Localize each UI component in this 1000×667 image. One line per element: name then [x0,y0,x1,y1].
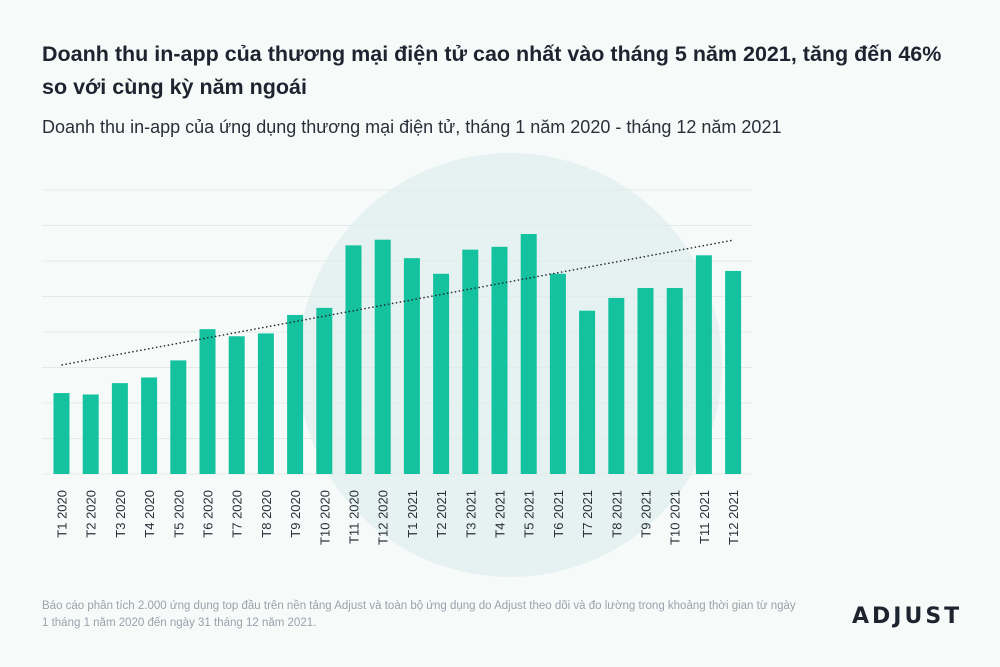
bar [579,310,596,474]
x-tick-label: T6 2020 [201,490,216,538]
bar [287,314,304,474]
x-tick-label: T2 2021 [434,490,449,538]
bar [637,287,654,474]
x-tick-label: T8 2020 [259,490,274,538]
bar [608,297,625,474]
bar [111,383,128,474]
bar [316,307,333,474]
x-tick-label: T10 2020 [317,490,332,545]
bar [345,245,362,474]
x-tick-label: T10 2021 [668,490,683,545]
trendline [61,239,734,366]
x-tick-label: T3 2020 [113,490,128,538]
x-tick-label: T2 2020 [84,490,99,538]
bar [666,287,683,474]
x-tick-label: T6 2021 [551,490,566,538]
chart-title: Doanh thu in-app của thương mại điện tử … [42,42,942,99]
bar [199,329,216,474]
bar [725,270,742,474]
bar [82,394,99,474]
bar [433,273,450,474]
bar [374,239,391,474]
bar [257,333,274,474]
adjust-logo: ADJUST [852,603,962,629]
bar [228,336,245,474]
bar [462,249,479,474]
bars [53,234,742,474]
bar [141,377,158,474]
bar [170,360,187,474]
bar [403,258,420,474]
x-tick-label: T1 2020 [55,490,70,538]
x-tick-label: T12 2020 [376,490,391,545]
x-tick-label: T11 2021 [697,490,712,544]
x-tick-label: T5 2020 [171,490,186,538]
x-tick-label: T1 2021 [405,490,420,538]
x-tick-label: T4 2020 [142,490,157,538]
x-tick-label: T8 2021 [609,490,624,538]
chart-subtitle: Doanh thu in-app của ứng dụng thương mại… [42,117,782,137]
x-tick-label: T3 2021 [463,490,478,538]
gridlines [42,189,752,475]
x-tick-label: T9 2020 [288,490,303,538]
x-tick-label: T12 2021 [726,490,741,545]
footnote: Báo cáo phân tích 2.000 ứng dụng top đầu… [42,600,796,629]
bar [520,234,537,474]
x-tick-label: T7 2020 [230,490,245,538]
x-axis-labels: T1 2020 T2 2020 T3 2020 T4 2020 T5 2020 T6 20… [55,490,742,545]
x-tick-label: T5 2021 [522,490,537,538]
x-tick-label: T11 2020 [347,490,362,544]
bar [549,273,566,474]
x-tick-label: T7 2021 [580,490,595,538]
x-tick-label: T4 2021 [493,490,508,538]
bar [695,255,712,474]
logo-text: ADJUST [852,604,963,629]
bar [53,393,70,474]
x-tick-label: T9 2021 [639,490,654,538]
background-decor-circle [298,153,722,577]
bar [491,246,508,474]
